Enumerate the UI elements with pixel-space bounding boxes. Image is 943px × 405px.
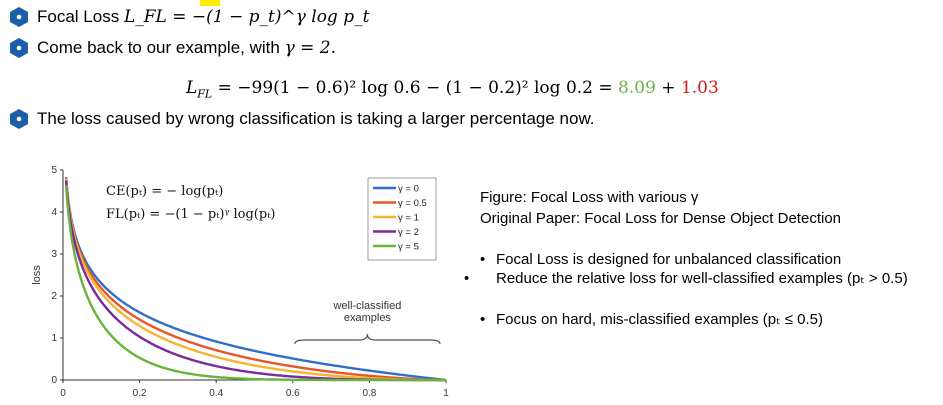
annotation-bracket (294, 333, 441, 345)
loss-equation: LFL = −99(1 − 0.6)² log 0.6 − (1 − 0.2)²… (186, 78, 719, 100)
y-tick-label: 5 (51, 165, 57, 176)
point-text: Focal Loss is designed for unbalanced cl… (496, 251, 842, 268)
y-tick-label: 3 (51, 249, 57, 260)
legend-label: γ = 2 (398, 227, 419, 238)
hexagon-bullet-icon (10, 7, 28, 27)
fl-formula: FL(pₜ) = −(1 − pₜ)ᵞ log(pₜ) (106, 207, 275, 222)
legend: γ = 0 γ = 0.5 γ = 1 γ = 2 γ = 5 (367, 177, 437, 261)
equation-body: = −99(1 − 0.6)² log 0.6 − (1 − 0.2)² log… (212, 78, 619, 98)
legend-label: γ = 0.5 (398, 198, 427, 209)
equation-plus: + (655, 78, 681, 98)
x-tick-label: 0.4 (209, 388, 223, 399)
focal-loss-formula: L_FL = −(1 − p_t)^γ log p_t (123, 7, 370, 27)
bullet-text: The loss caused by wrong classification … (37, 109, 595, 128)
legend-label: γ = 5 (398, 242, 419, 253)
focal-loss-chart: 0 0.2 0.4 0.6 0.8 1 0 1 2 3 4 5 loss CE(pₜ) = − log(p… (31, 165, 449, 399)
series-line (64, 177, 447, 382)
point-text: Reduce the relative loss for well-classi… (496, 270, 908, 287)
x-tick-label: 0.8 (362, 388, 376, 399)
annotation-label: well-classified (332, 300, 401, 312)
y-tick-label: 2 (51, 291, 57, 302)
series-line (64, 177, 446, 382)
x-tick-label: 1 (443, 388, 449, 399)
equation-term-red: 1.03 (680, 78, 719, 98)
bullet-example: Come back to our example, with γ = 2. (8, 37, 336, 59)
bullet-conclusion: The loss caused by wrong classification … (8, 108, 595, 130)
hexagon-bullet-icon (10, 109, 28, 129)
y-tick-label: 0 (51, 375, 57, 386)
figure-source: Original Paper: Focal Loss for Dense Obj… (480, 210, 842, 227)
equation-lhs: L (186, 78, 198, 98)
legend-label: γ = 1 (398, 213, 419, 224)
bullet-label: Focal Loss (37, 7, 120, 26)
annotation-label: examples (344, 312, 392, 324)
equation-lhs-sub: FL (197, 87, 213, 101)
series-line (64, 185, 446, 382)
ce-formula: CE(pₜ) = − log(pₜ) (106, 184, 223, 199)
x-tick-label: 0 (60, 388, 66, 399)
y-tick-label: 4 (51, 207, 57, 218)
y-tick-label: 1 (51, 333, 57, 344)
bullet-focal-loss: Focal Loss L_FL = −(1 − p_t)^γ log p_t (8, 6, 369, 28)
point-item: • Reduce the relative loss for well-class… (464, 270, 908, 287)
equation-term-green: 8.09 (618, 78, 656, 98)
y-axis-label: loss (31, 265, 43, 285)
bullet-text: Come back to our example, with (37, 38, 280, 57)
point-item: • Focal Loss is designed for unbalanced c… (480, 251, 842, 268)
point-item: • Focus on hard, mis-classified examples … (480, 311, 823, 328)
hexagon-bullet-icon (10, 38, 28, 58)
highlight-mark (200, 0, 220, 6)
x-tick-label: 0.2 (133, 388, 147, 399)
point-text: Focus on hard, mis-classified examples (… (496, 311, 823, 328)
legend-label: γ = 0 (398, 184, 419, 195)
figure-caption: Figure: Focal Loss with various γ (480, 189, 699, 206)
gamma-value: γ = 2. (284, 38, 337, 58)
x-tick-label: 0.6 (286, 388, 300, 399)
